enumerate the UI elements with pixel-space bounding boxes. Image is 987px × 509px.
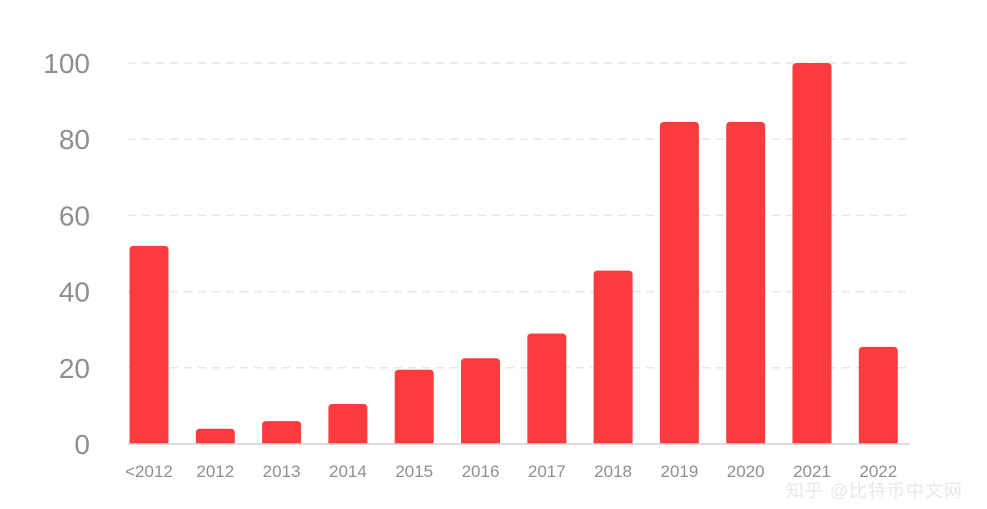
y-axis: 0 20 40 60 80 100 bbox=[43, 48, 90, 460]
bar-2020 bbox=[726, 122, 766, 445]
bar-2018 bbox=[593, 270, 633, 444]
x-tick-label: 2014 bbox=[329, 462, 367, 481]
x-tick-label: 2015 bbox=[395, 462, 433, 481]
bar-2013 bbox=[262, 421, 302, 444]
bar-2019 bbox=[659, 122, 699, 445]
x-tick-label: 2018 bbox=[594, 462, 632, 481]
y-tick-label: 0 bbox=[74, 429, 90, 460]
x-tick-label: 2020 bbox=[727, 462, 765, 481]
bar-2014 bbox=[328, 403, 368, 444]
bar-2022 bbox=[858, 346, 898, 444]
bars bbox=[129, 63, 898, 445]
bar-2021 bbox=[792, 63, 832, 444]
y-tick-label: 100 bbox=[43, 48, 90, 79]
y-tick-label: 80 bbox=[59, 124, 90, 155]
x-tick-label: <2012 bbox=[125, 462, 173, 481]
x-tick-label: 2022 bbox=[859, 462, 897, 481]
x-tick-label: 2019 bbox=[660, 462, 698, 481]
y-tick-label: 60 bbox=[59, 200, 90, 231]
bar-2012 bbox=[195, 428, 235, 444]
bar-2015 bbox=[394, 369, 434, 444]
bar-lt2012 bbox=[129, 245, 169, 444]
watermark-text: 知乎 @比特币中文网 bbox=[785, 481, 963, 501]
y-tick-label: 20 bbox=[59, 353, 90, 384]
grid-lines bbox=[128, 62, 910, 369]
x-tick-label: 2013 bbox=[263, 462, 301, 481]
bar-2016 bbox=[461, 358, 500, 444]
x-tick-label: 2016 bbox=[462, 462, 500, 481]
x-tick-label: 2021 bbox=[793, 462, 831, 481]
bar-2017 bbox=[527, 333, 567, 444]
x-tick-label: 2017 bbox=[528, 462, 566, 481]
x-tick-label: 2012 bbox=[196, 462, 234, 481]
y-tick-label: 40 bbox=[59, 277, 90, 308]
x-axis: <2012 2012 2013 2014 2015 2016 2017 2018 2019 202… bbox=[125, 443, 910, 481]
